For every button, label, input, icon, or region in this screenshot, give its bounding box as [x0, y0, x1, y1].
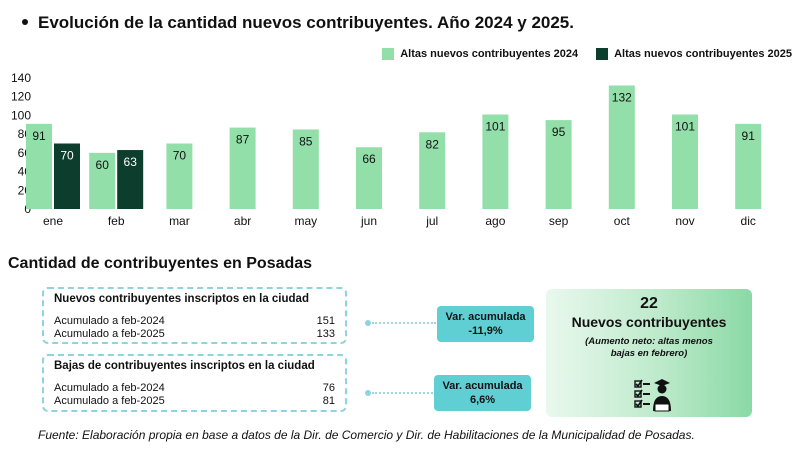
bajas-variation-badge: Var. acumulada 6,6%	[434, 375, 531, 411]
altas-variation-badge: Var. acumulada -11,9%	[437, 306, 534, 342]
summary-label: Nuevos contribuyentes	[571, 314, 727, 330]
altas-row-label: Acumulado a feb-2024	[54, 315, 165, 327]
altas-row: Acumulado a feb-2024 151	[54, 315, 335, 328]
bar-value-label: 101	[675, 119, 695, 133]
connector-dot	[365, 390, 371, 396]
bar-2025	[117, 150, 144, 209]
altas-row-value: 151	[316, 315, 335, 327]
legend-item-2024: Altas nuevos contribuyentes 2024	[382, 48, 578, 60]
x-tick-label: sep	[549, 214, 569, 228]
bar-value-label: 91	[32, 129, 46, 143]
bar-2024	[229, 127, 256, 209]
bar-value-label: 132	[612, 90, 632, 104]
bar-value-label: 60	[96, 158, 110, 172]
bar-2024	[545, 120, 572, 209]
bar-chart: 0204060801001201409170ene6063feb70mar87a…	[11, 71, 762, 228]
chart-legend: Altas nuevos contribuyentes 2024 Altas n…	[382, 48, 792, 60]
legend-swatch-2025	[596, 48, 609, 60]
x-tick-label: mar	[169, 214, 190, 228]
x-tick-label: may	[294, 214, 317, 228]
summary-card: 22 Nuevos contribuyentes (Aumento neto: …	[546, 289, 752, 417]
connector-dot	[365, 320, 371, 326]
x-tick-label: oct	[614, 214, 631, 228]
connector-line	[372, 322, 436, 324]
y-tick-label: 120	[11, 90, 31, 104]
bajas-row-value: 76	[322, 382, 335, 394]
connector-line	[372, 392, 436, 394]
bar-value-label: 95	[552, 125, 566, 139]
bar-2024	[356, 147, 382, 209]
bullet-icon	[22, 18, 28, 25]
altas-row: Acumulado a feb-2025 133	[54, 328, 335, 341]
checklist-person-icon	[634, 379, 671, 412]
bar-value-label: 82	[426, 137, 440, 151]
bajas-row-value: 81	[322, 395, 335, 407]
bar-value-label: 70	[60, 149, 74, 163]
bar-2024	[166, 143, 193, 209]
bar-value-label: 63	[124, 155, 138, 169]
bar-2025	[54, 143, 80, 209]
bar-2024	[26, 123, 52, 209]
bajas-row-label: Acumulado a feb-2024	[54, 382, 165, 394]
legend-swatch-2024	[382, 48, 395, 60]
bar-value-label: 87	[236, 133, 250, 147]
bajas-row: Acumulado a feb-2024 76	[54, 382, 335, 395]
legend-label-2024: Altas nuevos contribuyentes 2024	[400, 48, 579, 60]
summary-note: (Aumento neto: altas menos bajas en febr…	[585, 336, 713, 359]
section-title: Cantidad de contribuyentes en Posadas	[8, 255, 313, 272]
bajas-title: Bajas de contribuyentes inscriptos en la…	[54, 360, 315, 372]
x-tick-label: ene	[43, 214, 63, 228]
x-tick-label: nov	[675, 214, 694, 228]
x-tick-label: dic	[741, 214, 756, 228]
legend-label-2025: Altas nuevos contribuyentes 2025	[614, 48, 792, 60]
bar-value-label: 85	[299, 134, 313, 148]
bar-2024	[419, 132, 446, 209]
bar-2024	[482, 114, 509, 209]
legend-item-2025: Altas nuevos contribuyentes 2025	[596, 48, 792, 60]
bar-2024	[608, 85, 635, 209]
bar-value-label: 101	[485, 119, 505, 133]
bajas-variation-value: 6,6%	[469, 394, 496, 406]
altas-row-label: Acumulado a feb-2025	[54, 328, 165, 340]
x-tick-label: feb	[108, 214, 125, 228]
bar-value-label: 91	[742, 129, 756, 143]
bar-2024	[672, 114, 698, 209]
x-tick-label: ago	[485, 214, 505, 228]
bar-2024	[292, 129, 319, 209]
bajas-row-label: Acumulado a feb-2025	[54, 395, 165, 407]
altas-row-value: 133	[316, 328, 335, 340]
x-tick-label: abr	[234, 214, 251, 228]
source-footnote: Fuente: Elaboración propia en base a dat…	[38, 428, 695, 442]
bar-value-label: 66	[362, 152, 376, 166]
bar-2024	[89, 152, 116, 209]
y-tick-label: 140	[11, 71, 31, 85]
summary-number: 22	[640, 295, 658, 312]
chart-title: Evolución de la cantidad nuevos contribu…	[22, 13, 574, 33]
chart-title-text: Evolución de la cantidad nuevos contribu…	[38, 13, 574, 32]
bajas-box: Bajas de contribuyentes inscriptos en la…	[42, 354, 347, 412]
bajas-row: Acumulado a feb-2025 81	[54, 395, 335, 408]
bar-2024	[735, 123, 762, 209]
altas-box: Nuevos contribuyentes inscriptos en la c…	[42, 287, 347, 344]
altas-variation-value: -11,9%	[468, 325, 503, 337]
x-tick-label: jun	[360, 214, 377, 228]
altas-variation-label: Var. acumulada	[445, 311, 526, 323]
altas-title: Nuevos contribuyentes inscriptos en la c…	[54, 293, 309, 305]
bar-value-label: 70	[173, 149, 187, 163]
y-tick-label: 100	[11, 108, 31, 122]
bajas-variation-label: Var. acumulada	[442, 380, 523, 392]
x-tick-label: jul	[425, 214, 438, 228]
